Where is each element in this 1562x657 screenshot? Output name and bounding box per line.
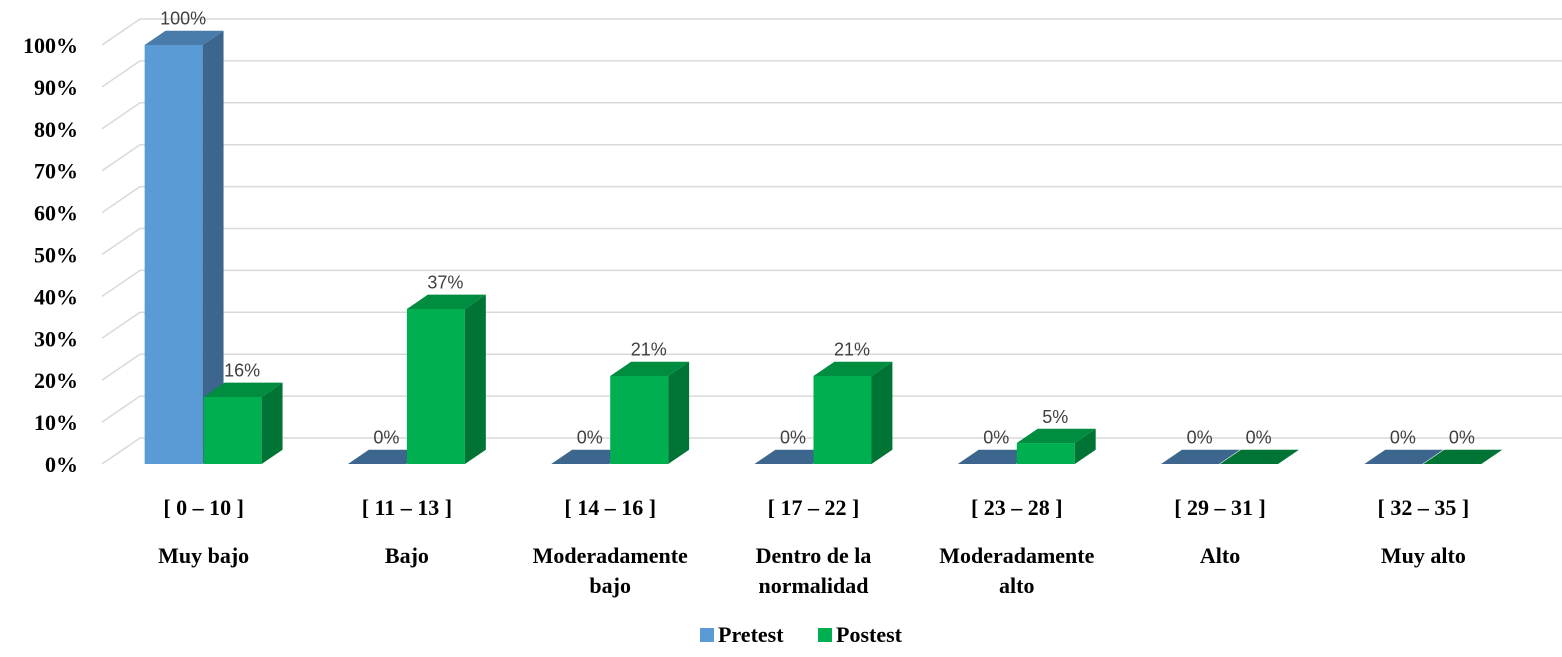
- bar-front: [610, 376, 669, 464]
- gridline-side: [101, 144, 141, 172]
- legend-label: Pretest: [718, 622, 784, 647]
- data-label: 5%: [1042, 407, 1068, 427]
- legend-swatch: [700, 628, 714, 642]
- data-label: 0%: [983, 428, 1009, 448]
- bar-front: [203, 396, 262, 464]
- y-tick-label: 10%: [34, 410, 78, 435]
- bar-side: [668, 361, 690, 464]
- gridline-side: [101, 185, 141, 214]
- x-category-range: [ 29 – 31 ]: [1174, 495, 1266, 520]
- x-category-name: Muy alto: [1381, 543, 1466, 568]
- gridline-side: [101, 311, 141, 339]
- y-tick-label: 30%: [34, 326, 78, 351]
- x-category-name: Alto: [1200, 543, 1240, 568]
- x-category-name: Bajo: [385, 543, 429, 568]
- legend-swatch: [818, 628, 832, 642]
- bar-top: [610, 361, 690, 377]
- bar-top: [813, 361, 893, 377]
- gridline-side: [101, 437, 141, 465]
- bar-top: [1016, 428, 1096, 444]
- data-label: 0%: [1390, 428, 1416, 448]
- bar-front: [813, 376, 872, 464]
- legend: Pretest Postest: [700, 622, 903, 647]
- data-label: 0%: [1246, 428, 1272, 448]
- data-label: 0%: [373, 428, 399, 448]
- data-label: 0%: [1449, 428, 1475, 448]
- gridline-side: [101, 102, 141, 130]
- x-category-name: normalidad: [758, 573, 868, 598]
- y-tick-label: 40%: [34, 284, 78, 309]
- data-label: 0%: [577, 428, 603, 448]
- x-axis: [ 0 – 10 ] Muy bajo [ 11 – 13 ] Bajo [ 14 – …: [158, 495, 1469, 598]
- bar-top: [406, 294, 486, 309]
- data-label: 0%: [1187, 428, 1213, 448]
- bar-side: [1074, 428, 1096, 464]
- y-tick-label: 60%: [34, 201, 78, 226]
- bar-top: [1423, 449, 1503, 464]
- bar-top: [1161, 449, 1240, 464]
- x-category-range: [ 0 – 10 ]: [163, 495, 244, 520]
- y-tick-label: 20%: [34, 368, 78, 393]
- data-labels: 100% 16% 0% 37% 0% 21% 0% 21% 0% 5% 0% 0% 0% 0%: [160, 9, 1475, 448]
- bar-front: [1016, 443, 1075, 464]
- gridline-side: [101, 60, 141, 88]
- bar-side: [261, 382, 283, 464]
- y-axis: 0% 10% 20% 30% 40% 50% 60% 70% 80% 90% 100%: [23, 33, 78, 477]
- x-category-range: [ 17 – 22 ]: [768, 495, 860, 520]
- data-label: 37%: [427, 273, 463, 293]
- x-category-name: Muy bajo: [158, 543, 249, 568]
- x-category-range: [ 32 – 35 ]: [1378, 495, 1470, 520]
- bar-top: [144, 30, 224, 45]
- bar-top: [1364, 449, 1444, 464]
- gridline-side: [101, 227, 141, 256]
- gridline-side: [101, 18, 141, 46]
- y-tick-label: 50%: [34, 243, 78, 268]
- y-tick-label: 90%: [34, 75, 78, 100]
- y-tick-label: 0%: [45, 452, 78, 477]
- data-label: 21%: [834, 340, 870, 360]
- bars: [144, 30, 1503, 464]
- gridline-side: [101, 269, 141, 298]
- bar-side: [202, 30, 224, 464]
- x-category-range: [ 11 – 13 ]: [362, 495, 452, 520]
- data-label: 21%: [631, 340, 667, 360]
- x-category-name: Moderadamente: [533, 543, 688, 568]
- x-category-range: [ 14 – 16 ]: [564, 495, 656, 520]
- legend-label: Postest: [836, 622, 903, 647]
- data-label: 16%: [224, 361, 260, 381]
- bar-side: [464, 294, 486, 464]
- bar-front: [406, 308, 465, 464]
- gridline-side: [101, 353, 141, 381]
- x-category-name: Dentro de la: [756, 543, 872, 568]
- bar-top: [203, 382, 283, 397]
- data-label: 0%: [780, 428, 806, 448]
- y-tick-label: 100%: [23, 33, 78, 58]
- data-label: 100%: [160, 9, 206, 29]
- chart-walls: [101, 18, 1562, 465]
- x-category-name: Moderadamente: [939, 543, 1094, 568]
- x-category-range: [ 23 – 28 ]: [971, 495, 1063, 520]
- x-category-name: bajo: [589, 573, 631, 598]
- y-tick-label: 70%: [34, 159, 78, 184]
- bar-top: [1220, 449, 1299, 464]
- bar-front: [144, 45, 203, 464]
- x-category-name: alto: [999, 573, 1034, 598]
- gridline-side: [101, 395, 141, 423]
- bar-side: [871, 361, 893, 464]
- y-tick-label: 80%: [34, 117, 78, 142]
